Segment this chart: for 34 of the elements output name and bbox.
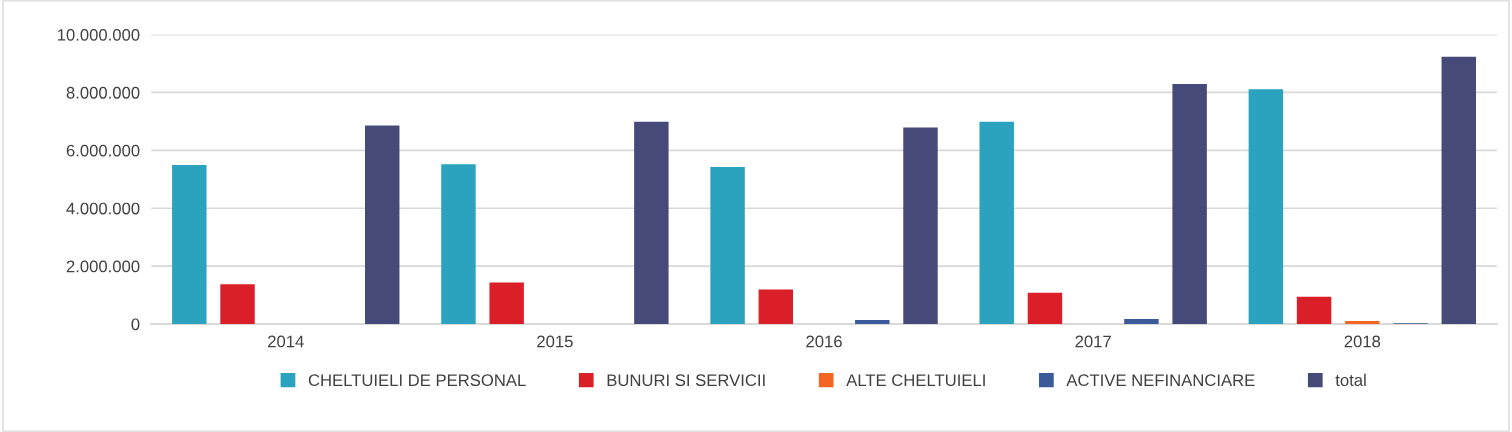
bar <box>441 164 476 324</box>
legend-label: total <box>1335 373 1366 387</box>
bar <box>1345 321 1380 324</box>
x-tick-label: 2018 <box>1344 335 1381 348</box>
bar <box>1027 292 1063 324</box>
bar <box>1441 56 1476 324</box>
x-tick-label: 2015 <box>537 335 573 348</box>
legend-label: ALTE CHELTUIELI <box>846 374 985 387</box>
bar <box>710 167 745 324</box>
bar <box>220 284 255 324</box>
legend-label: CHELTUIELI DE PERSONAL <box>308 374 526 387</box>
bar <box>903 127 938 324</box>
y-tick-label: 6.000.000 <box>66 144 140 157</box>
bar <box>758 289 794 324</box>
bar <box>979 121 1014 324</box>
legend-label: ACTIVE NEFINANCIARE <box>1066 374 1255 387</box>
y-tick-label: 4.000.000 <box>66 202 140 215</box>
legend-label: BUNURI SI SERVICII <box>607 374 765 387</box>
bar <box>1172 84 1207 324</box>
x-tick-label: 2016 <box>806 335 842 348</box>
x-tick-label: 2014 <box>268 335 304 348</box>
bar <box>172 165 207 324</box>
bar <box>1124 319 1159 324</box>
y-tick-label: 2.000.000 <box>66 260 140 273</box>
y-tick-label: 0 <box>131 318 140 331</box>
y-tick-label: 10.000.000 <box>57 28 140 41</box>
y-tick-label: 8.000.000 <box>66 86 140 99</box>
bar <box>634 121 669 324</box>
bar <box>1296 296 1332 324</box>
bar <box>1248 89 1284 324</box>
x-tick-label: 2017 <box>1075 335 1111 348</box>
bar <box>489 282 524 324</box>
bar <box>365 125 400 324</box>
bar <box>855 319 890 324</box>
